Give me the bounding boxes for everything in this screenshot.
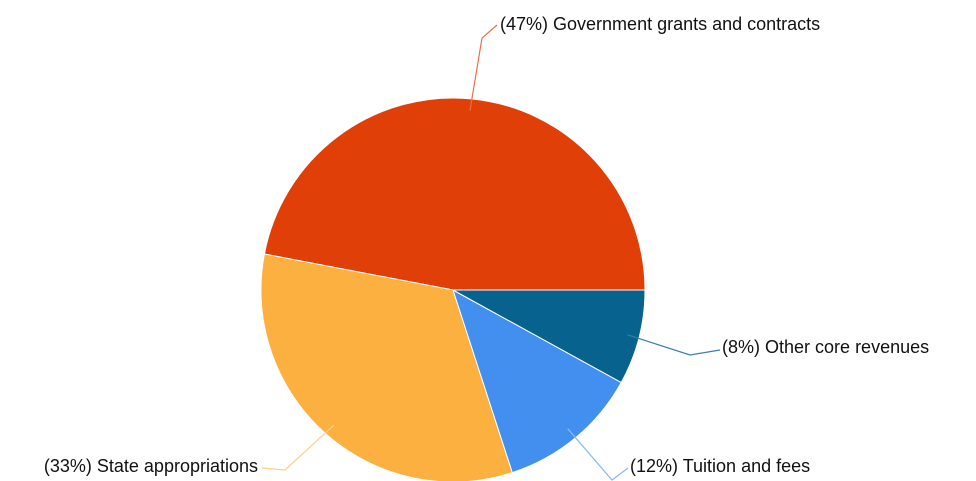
slice-label: (47%) Government grants and contracts [500,14,820,34]
pie-slice [452,289,646,384]
slice-percent: (12%) [630,456,678,476]
slice-label: (33%) State appropriations [44,456,258,476]
leader-line [261,424,335,471]
leader-line [567,428,629,481]
leader-line [469,24,498,111]
slice-percent: (47%) [500,14,548,34]
slice-name: Other core revenues [765,337,929,357]
slice-name: Government grants and contracts [553,14,820,34]
pie-slice [260,253,513,481]
pie-slice [263,97,646,291]
slice-name: State appropriations [97,456,258,476]
slice-label: (8%) Other core revenues [722,337,929,357]
slice-name: Tuition and fees [683,456,810,476]
slice-percent: (33%) [44,456,92,476]
leader-line [627,334,721,356]
slice-percent: (8%) [722,337,760,357]
slice-label: (12%) Tuition and fees [630,456,810,476]
